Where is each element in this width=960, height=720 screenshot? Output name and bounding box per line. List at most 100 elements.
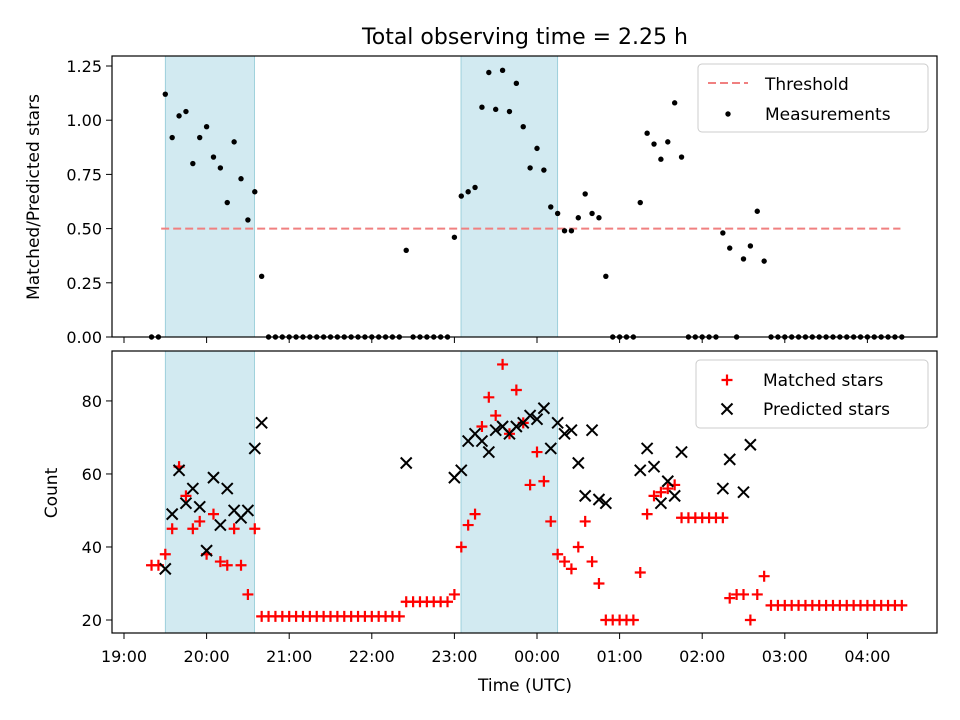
measurement-point	[176, 113, 182, 119]
predicted-star-point	[737, 486, 750, 499]
matched-star-point	[559, 556, 571, 568]
matched-star-point	[455, 541, 467, 553]
measurement-point	[493, 106, 499, 113]
predicted-star-point	[489, 423, 502, 437]
measurement-point	[465, 189, 471, 195]
x-tick-label: 23:00	[431, 647, 477, 666]
legend-predicted-label: Predicted stars	[763, 400, 890, 420]
measurement-point	[499, 67, 506, 74]
measurement-point	[644, 130, 650, 136]
measurement-point	[513, 80, 520, 87]
matched-star-point	[634, 567, 646, 579]
predicted-star-point	[530, 412, 544, 426]
matched-star-point	[187, 523, 199, 535]
measurement-point	[238, 176, 244, 182]
bottom-panel: 20 40 60 80 19:00 20:00 21:00 22:00 23:00 00:00 0…	[42, 350, 938, 696]
matched-star-point	[235, 559, 247, 571]
chart-title: Total observing time = 2.25 h	[361, 25, 688, 50]
y-tick-label: 1.00	[66, 111, 102, 130]
x-tick-label: 21:00	[266, 647, 312, 666]
predicted-star-point	[214, 518, 227, 532]
matched-star-point	[724, 592, 736, 604]
predicted-star-point	[654, 496, 668, 510]
predicted-star-point	[186, 482, 200, 495]
matched-star-point	[242, 588, 254, 600]
measurement-point	[671, 100, 678, 106]
measurement-point	[451, 234, 458, 240]
matched-star-point	[483, 391, 495, 403]
matched-star-point	[207, 508, 219, 520]
predicted-star-point	[647, 460, 661, 473]
measurement-point	[183, 108, 189, 115]
y-tick-label: 1.25	[66, 57, 102, 76]
predicted-star-point	[544, 442, 557, 455]
matched-star-point	[249, 523, 261, 535]
predicted-star-point	[744, 438, 757, 451]
bottom-axes-frame	[111, 350, 938, 634]
predicted-star-point	[551, 416, 564, 430]
measurement-point	[568, 228, 575, 234]
legend-box	[697, 63, 929, 133]
measurement-point	[203, 124, 210, 130]
measurement-point	[224, 199, 230, 206]
y-tick-label: 0.25	[66, 274, 102, 293]
matched-star-point	[531, 446, 543, 458]
matched-star-point	[586, 556, 598, 568]
predicted-star-point	[661, 475, 674, 488]
predicted-star-point	[578, 489, 592, 503]
legend-threshold-label: Threshold	[764, 75, 849, 95]
matched-star-point	[662, 483, 674, 495]
y-tick-label: 0.00	[66, 328, 102, 347]
matched-star-point	[593, 577, 605, 589]
x-tick-label: 03:00	[762, 647, 808, 666]
measurement-point	[665, 139, 671, 145]
measurement-point	[747, 243, 754, 249]
top-x-ticks	[123, 337, 868, 343]
top-y-axis-label: Matched/Predicted stars	[24, 94, 44, 300]
measurement-point	[527, 165, 533, 171]
measurement-point	[190, 160, 196, 167]
measurement-point	[486, 69, 492, 76]
matched-star-point	[221, 559, 233, 571]
measurement-point	[554, 210, 561, 217]
predicted-star-point	[592, 493, 606, 506]
measurement-point	[472, 184, 478, 191]
predicted-star-point	[207, 471, 220, 484]
predicted-star-point	[558, 427, 571, 441]
measurement-point	[596, 215, 602, 221]
measurement-point	[575, 215, 581, 221]
measurement-point	[727, 245, 733, 251]
predicted-stars-points	[159, 402, 757, 576]
predicted-star-point	[172, 464, 186, 477]
measurement-point	[506, 108, 513, 115]
predicted-star-point	[723, 453, 736, 466]
matched-star-point	[180, 490, 192, 502]
top-y-ticks: 0.00 0.25 0.50 0.75 1.00 1.25	[66, 57, 112, 347]
predicted-star-point	[200, 544, 213, 557]
matched-star-point	[510, 384, 522, 396]
matched-star-point	[641, 508, 653, 520]
predicted-star-point	[193, 500, 206, 514]
measurement-point	[651, 141, 657, 147]
measurement-point	[658, 156, 664, 162]
x-tick-label: 22:00	[349, 647, 395, 666]
measurement-point	[637, 199, 643, 206]
predicted-star-point	[716, 482, 730, 495]
measurement-point	[678, 154, 685, 160]
observing-band	[460, 350, 559, 634]
observing-band	[460, 55, 559, 338]
predicted-star-point	[400, 456, 413, 470]
matched-stars-points	[146, 358, 908, 626]
y-tick-label: 20	[82, 611, 102, 630]
matched-star-point	[490, 410, 502, 422]
predicted-star-point	[159, 562, 172, 576]
legend-matched-swatch	[721, 374, 733, 386]
x-tick-label: 00:00	[514, 647, 560, 666]
matched-star-point	[738, 588, 749, 600]
matched-star-point	[469, 508, 481, 520]
measurement-point	[520, 124, 526, 130]
matched-star-point	[448, 588, 460, 600]
measurement-point	[245, 217, 251, 223]
matched-star-point	[545, 515, 557, 527]
